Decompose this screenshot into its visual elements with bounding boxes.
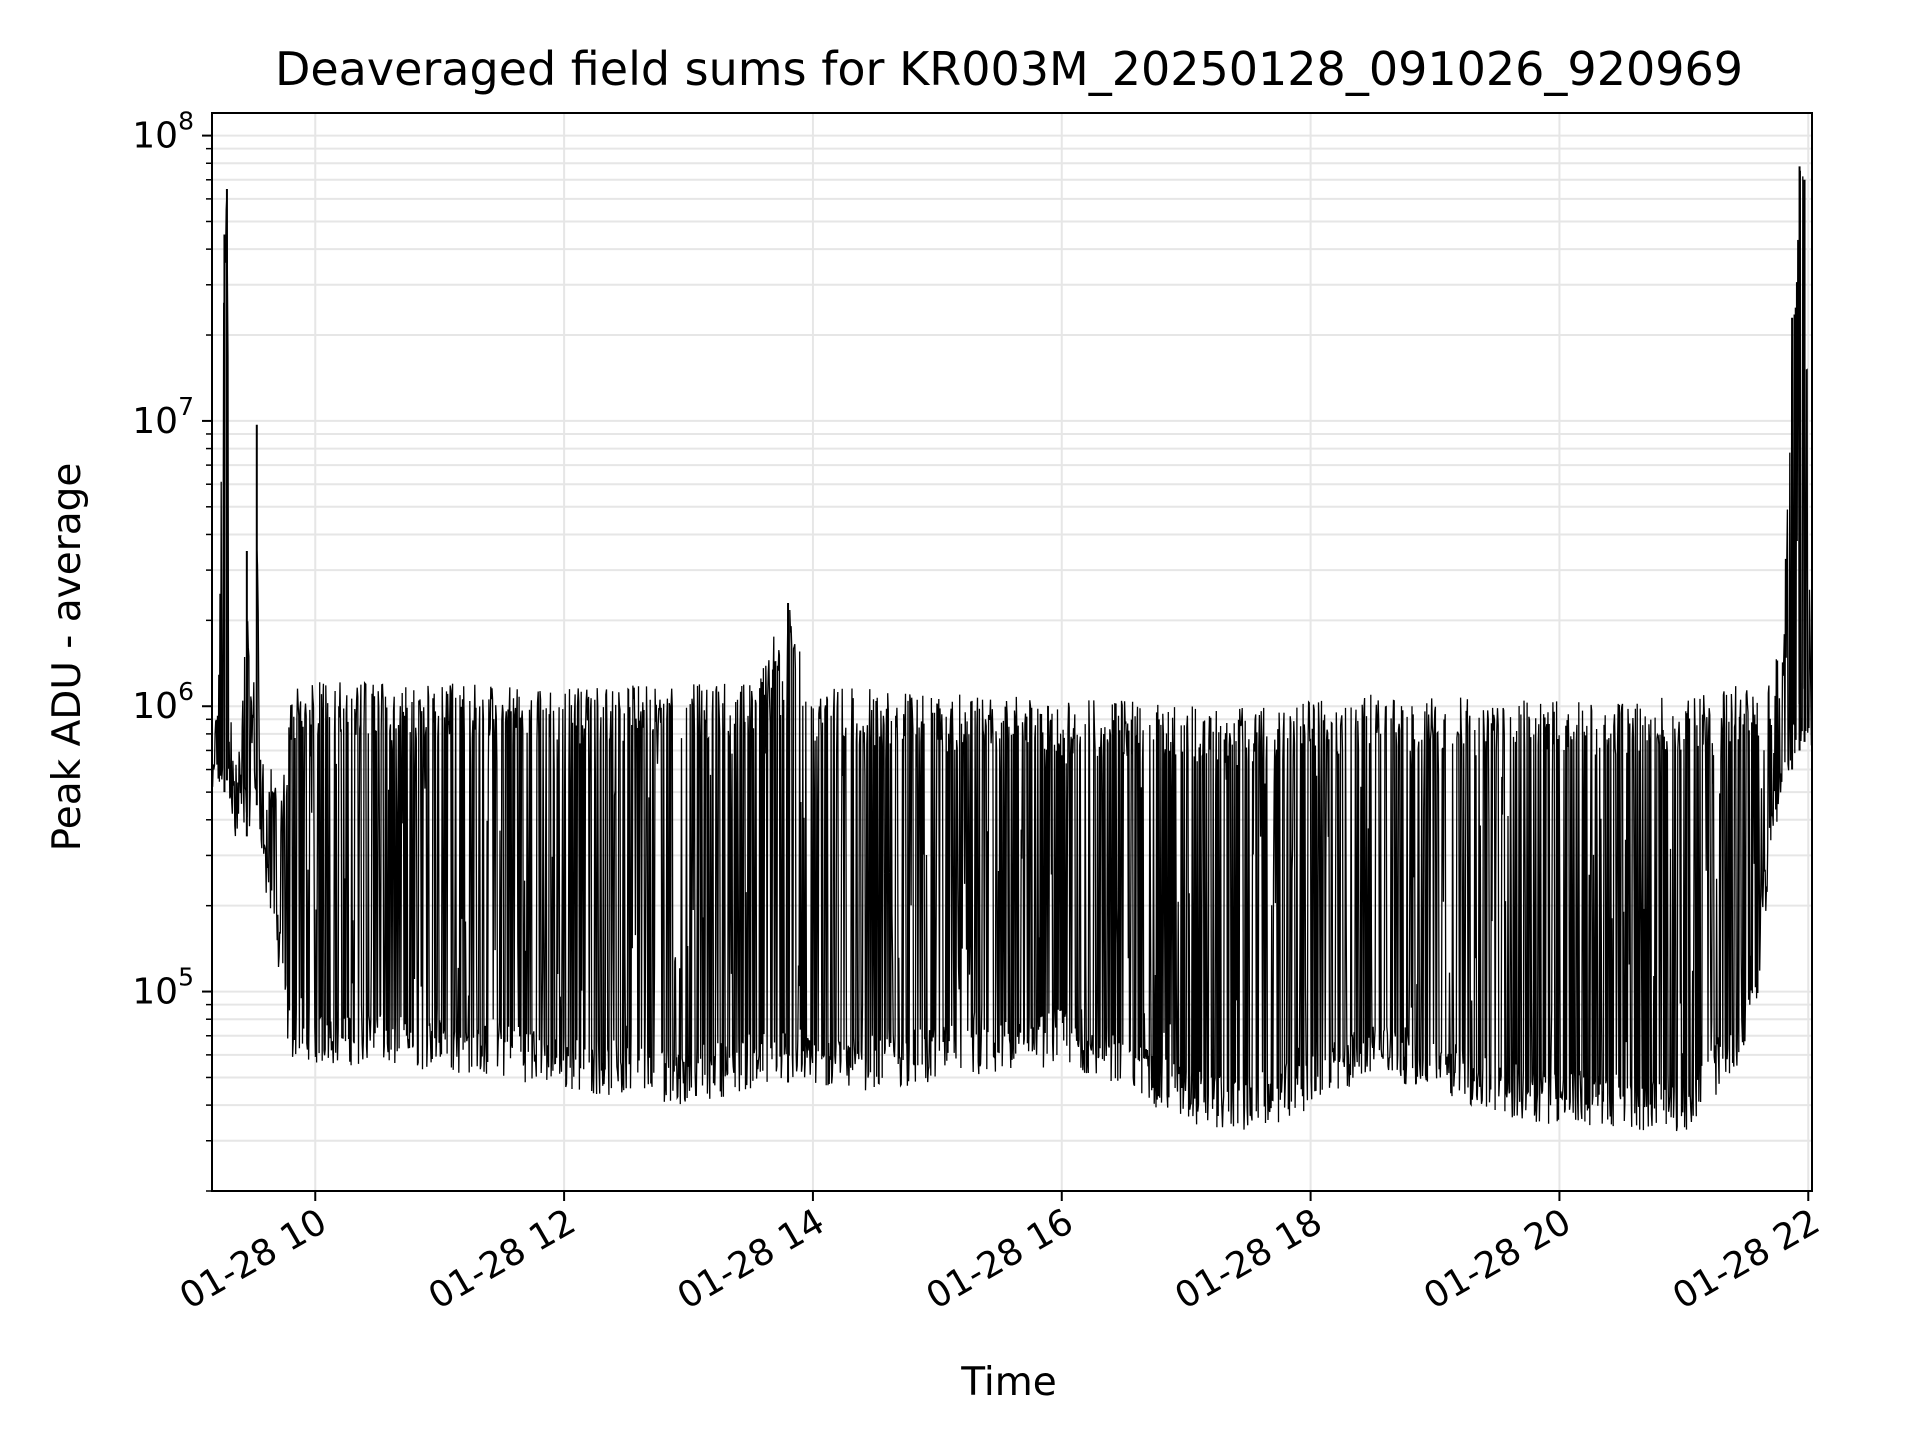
y-tick-label: 108 — [132, 107, 194, 157]
y-tick-label: 105 — [132, 963, 194, 1013]
chart-title: Deaveraged field sums for KR003M_2025012… — [275, 42, 1743, 96]
y-axis-label: Peak ADU - average — [45, 463, 90, 852]
x-axis-label: Time — [960, 1360, 1056, 1405]
y-tick-label: 107 — [132, 392, 194, 442]
series-line — [211, 170, 1813, 1132]
plot-frame — [211, 112, 1813, 1192]
y-tick-label: 106 — [132, 677, 194, 727]
plot-area — [211, 166, 1813, 1132]
